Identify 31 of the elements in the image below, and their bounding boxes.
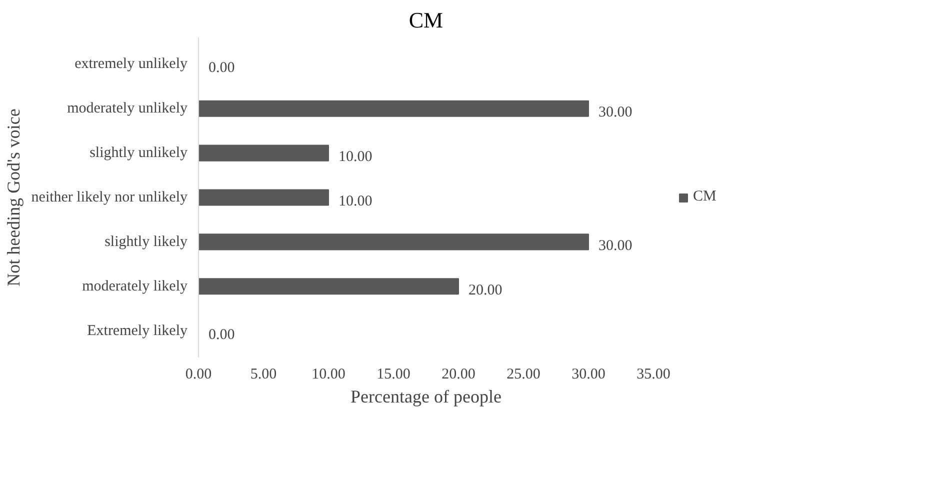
y-tick-label: neither likely nor unlikely [31,190,188,206]
data-label: 30.00 [598,104,632,121]
y-tick-label: slightly unlikely [90,145,188,162]
data-label: 10.00 [338,194,372,210]
bar [198,189,329,206]
x-tick-label: 35.00 [636,366,670,382]
x-tick-label: 15.00 [376,366,410,382]
legend-label: CM [693,188,716,206]
x-tick-label: 20.00 [442,366,476,382]
data-label: 30.00 [598,238,632,254]
bar [198,278,459,295]
y-tick-label: Extremely likely [87,322,188,339]
y-tick-label: moderately unlikely [67,100,188,117]
x-tick-label: 0.00 [185,366,212,382]
data-label: 0.00 [208,326,235,343]
data-label: 20.00 [468,282,502,298]
bar [198,234,589,250]
y-tick-label: slightly likely [104,234,188,250]
data-label: 0.00 [208,60,235,76]
x-tick-label: 25.00 [506,366,540,382]
y-tick-label: moderately likely [82,278,188,294]
y-tick-label: extremely unlikely [74,56,188,72]
x-tick-label: 5.00 [250,366,277,382]
x-axis-title: Percentage of people [350,386,502,406]
data-label: 10.00 [338,149,372,166]
x-tick-label: 10.00 [312,366,346,382]
y-axis-title: Not heeding God's voice [3,108,24,286]
x-tick-label: 30.00 [572,366,606,382]
bar [198,144,329,162]
chart-title: CM [408,8,444,32]
bar [198,100,589,117]
